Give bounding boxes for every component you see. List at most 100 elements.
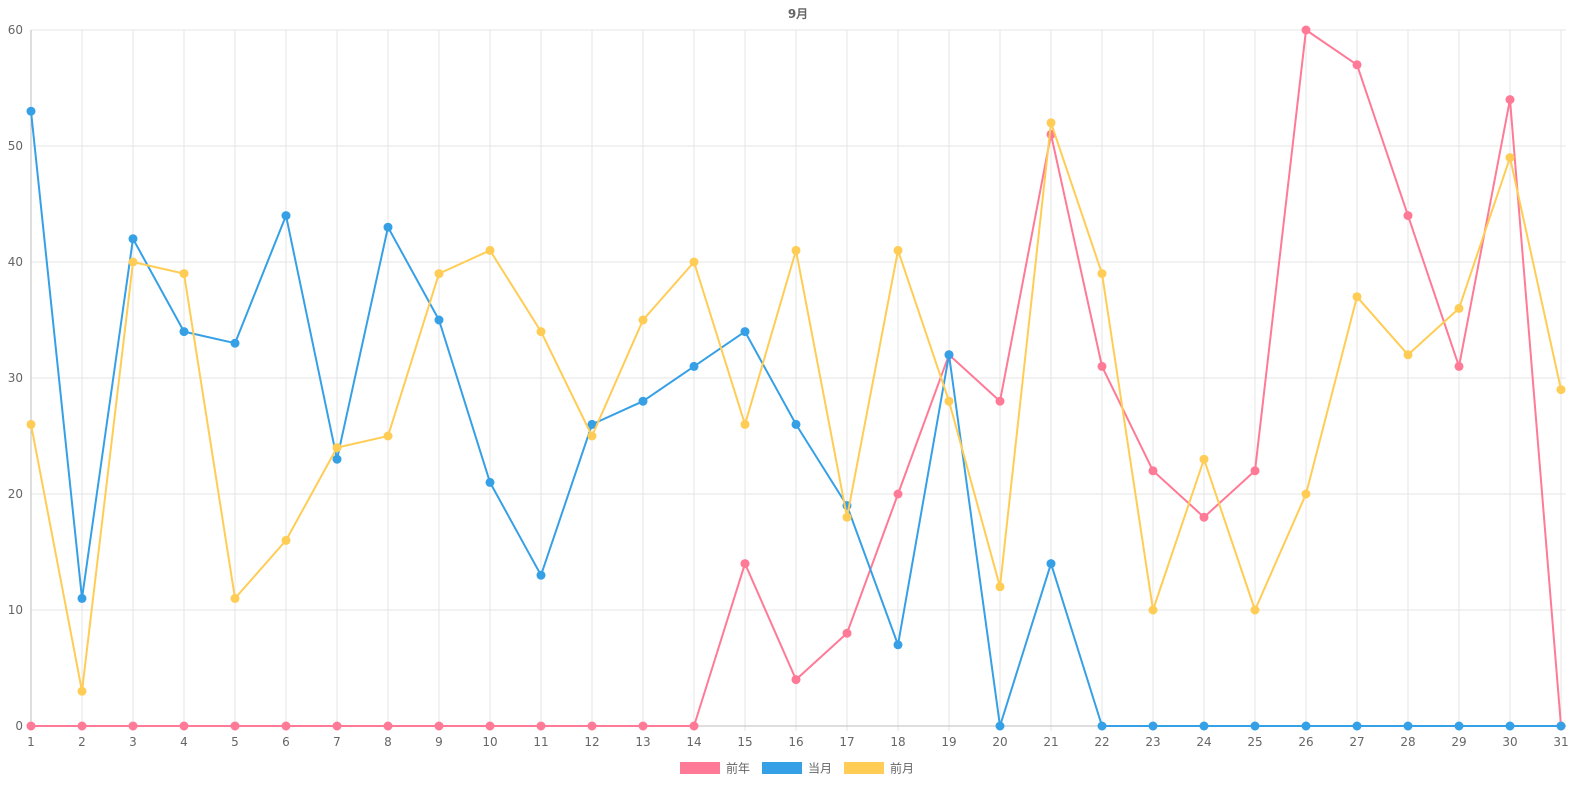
- data-point[interactable]: [587, 721, 597, 731]
- data-point[interactable]: [281, 721, 291, 731]
- data-point[interactable]: [689, 257, 699, 267]
- data-point[interactable]: [179, 269, 189, 279]
- x-tick-label: 24: [1196, 735, 1211, 749]
- data-point[interactable]: [1301, 721, 1311, 731]
- data-point[interactable]: [230, 593, 240, 603]
- legend-item[interactable]: 前月: [844, 761, 914, 776]
- data-point[interactable]: [1199, 721, 1209, 731]
- data-point[interactable]: [791, 419, 801, 429]
- data-point[interactable]: [383, 222, 393, 232]
- data-point[interactable]: [26, 721, 36, 731]
- data-point[interactable]: [791, 245, 801, 255]
- data-point[interactable]: [1046, 118, 1056, 128]
- data-point[interactable]: [1097, 361, 1107, 371]
- data-point[interactable]: [179, 327, 189, 337]
- data-point[interactable]: [638, 315, 648, 325]
- x-tick-label: 13: [635, 735, 650, 749]
- data-point[interactable]: [587, 431, 597, 441]
- data-point[interactable]: [791, 675, 801, 685]
- x-tick-label: 2: [78, 735, 86, 749]
- data-point[interactable]: [26, 106, 36, 116]
- data-point[interactable]: [1505, 95, 1515, 105]
- data-point[interactable]: [995, 721, 1005, 731]
- data-point[interactable]: [1556, 385, 1566, 395]
- data-point[interactable]: [1505, 721, 1515, 731]
- data-point[interactable]: [281, 211, 291, 221]
- data-point[interactable]: [485, 477, 495, 487]
- data-point[interactable]: [128, 234, 138, 244]
- data-point[interactable]: [740, 559, 750, 569]
- data-point[interactable]: [536, 570, 546, 580]
- data-point[interactable]: [944, 396, 954, 406]
- data-point[interactable]: [128, 721, 138, 731]
- data-point[interactable]: [383, 721, 393, 731]
- data-point[interactable]: [332, 721, 342, 731]
- data-point[interactable]: [1148, 466, 1158, 476]
- data-point[interactable]: [434, 269, 444, 279]
- data-point[interactable]: [485, 721, 495, 731]
- data-point[interactable]: [944, 350, 954, 360]
- data-point[interactable]: [179, 721, 189, 731]
- data-point[interactable]: [1097, 269, 1107, 279]
- data-point[interactable]: [1403, 211, 1413, 221]
- data-point[interactable]: [1301, 489, 1311, 499]
- data-point[interactable]: [1454, 361, 1464, 371]
- data-point[interactable]: [1505, 153, 1515, 163]
- data-point[interactable]: [1556, 721, 1566, 731]
- data-point[interactable]: [128, 257, 138, 267]
- data-point[interactable]: [1199, 512, 1209, 522]
- data-point[interactable]: [995, 582, 1005, 592]
- data-point[interactable]: [1352, 292, 1362, 302]
- data-point[interactable]: [332, 454, 342, 464]
- data-point[interactable]: [1250, 466, 1260, 476]
- data-point[interactable]: [587, 419, 597, 429]
- data-point[interactable]: [638, 721, 648, 731]
- data-point[interactable]: [740, 327, 750, 337]
- data-point[interactable]: [1454, 303, 1464, 313]
- data-point[interactable]: [1250, 721, 1260, 731]
- x-tick-label: 4: [180, 735, 188, 749]
- data-point[interactable]: [434, 721, 444, 731]
- data-point[interactable]: [842, 512, 852, 522]
- data-point[interactable]: [77, 721, 87, 731]
- x-tick-label: 29: [1451, 735, 1466, 749]
- data-point[interactable]: [536, 721, 546, 731]
- data-point[interactable]: [995, 396, 1005, 406]
- legend-item[interactable]: 当月: [762, 762, 832, 776]
- data-point[interactable]: [842, 628, 852, 638]
- data-point[interactable]: [1301, 25, 1311, 35]
- data-point[interactable]: [1148, 721, 1158, 731]
- data-point[interactable]: [1250, 605, 1260, 615]
- data-point[interactable]: [1148, 605, 1158, 615]
- data-point[interactable]: [689, 721, 699, 731]
- data-point[interactable]: [638, 396, 648, 406]
- data-point[interactable]: [281, 535, 291, 545]
- data-point[interactable]: [1403, 721, 1413, 731]
- data-point[interactable]: [383, 431, 393, 441]
- data-point[interactable]: [485, 245, 495, 255]
- data-point[interactable]: [1097, 721, 1107, 731]
- data-point[interactable]: [689, 361, 699, 371]
- data-point[interactable]: [77, 686, 87, 696]
- data-point[interactable]: [1352, 721, 1362, 731]
- data-point[interactable]: [1454, 721, 1464, 731]
- data-point[interactable]: [893, 245, 903, 255]
- data-point[interactable]: [1199, 454, 1209, 464]
- legend-swatch: [844, 762, 884, 774]
- data-point[interactable]: [26, 419, 36, 429]
- data-point[interactable]: [230, 721, 240, 731]
- legend-item[interactable]: 前年: [680, 761, 750, 776]
- data-point[interactable]: [1352, 60, 1362, 70]
- data-point[interactable]: [77, 593, 87, 603]
- data-point[interactable]: [434, 315, 444, 325]
- data-point[interactable]: [230, 338, 240, 348]
- data-point[interactable]: [893, 489, 903, 499]
- data-point[interactable]: [1046, 559, 1056, 569]
- data-point[interactable]: [1403, 350, 1413, 360]
- x-tick-label: 30: [1502, 735, 1517, 749]
- data-point[interactable]: [332, 443, 342, 453]
- x-tick-label: 27: [1349, 735, 1364, 749]
- data-point[interactable]: [893, 640, 903, 650]
- data-point[interactable]: [536, 327, 546, 337]
- data-point[interactable]: [740, 419, 750, 429]
